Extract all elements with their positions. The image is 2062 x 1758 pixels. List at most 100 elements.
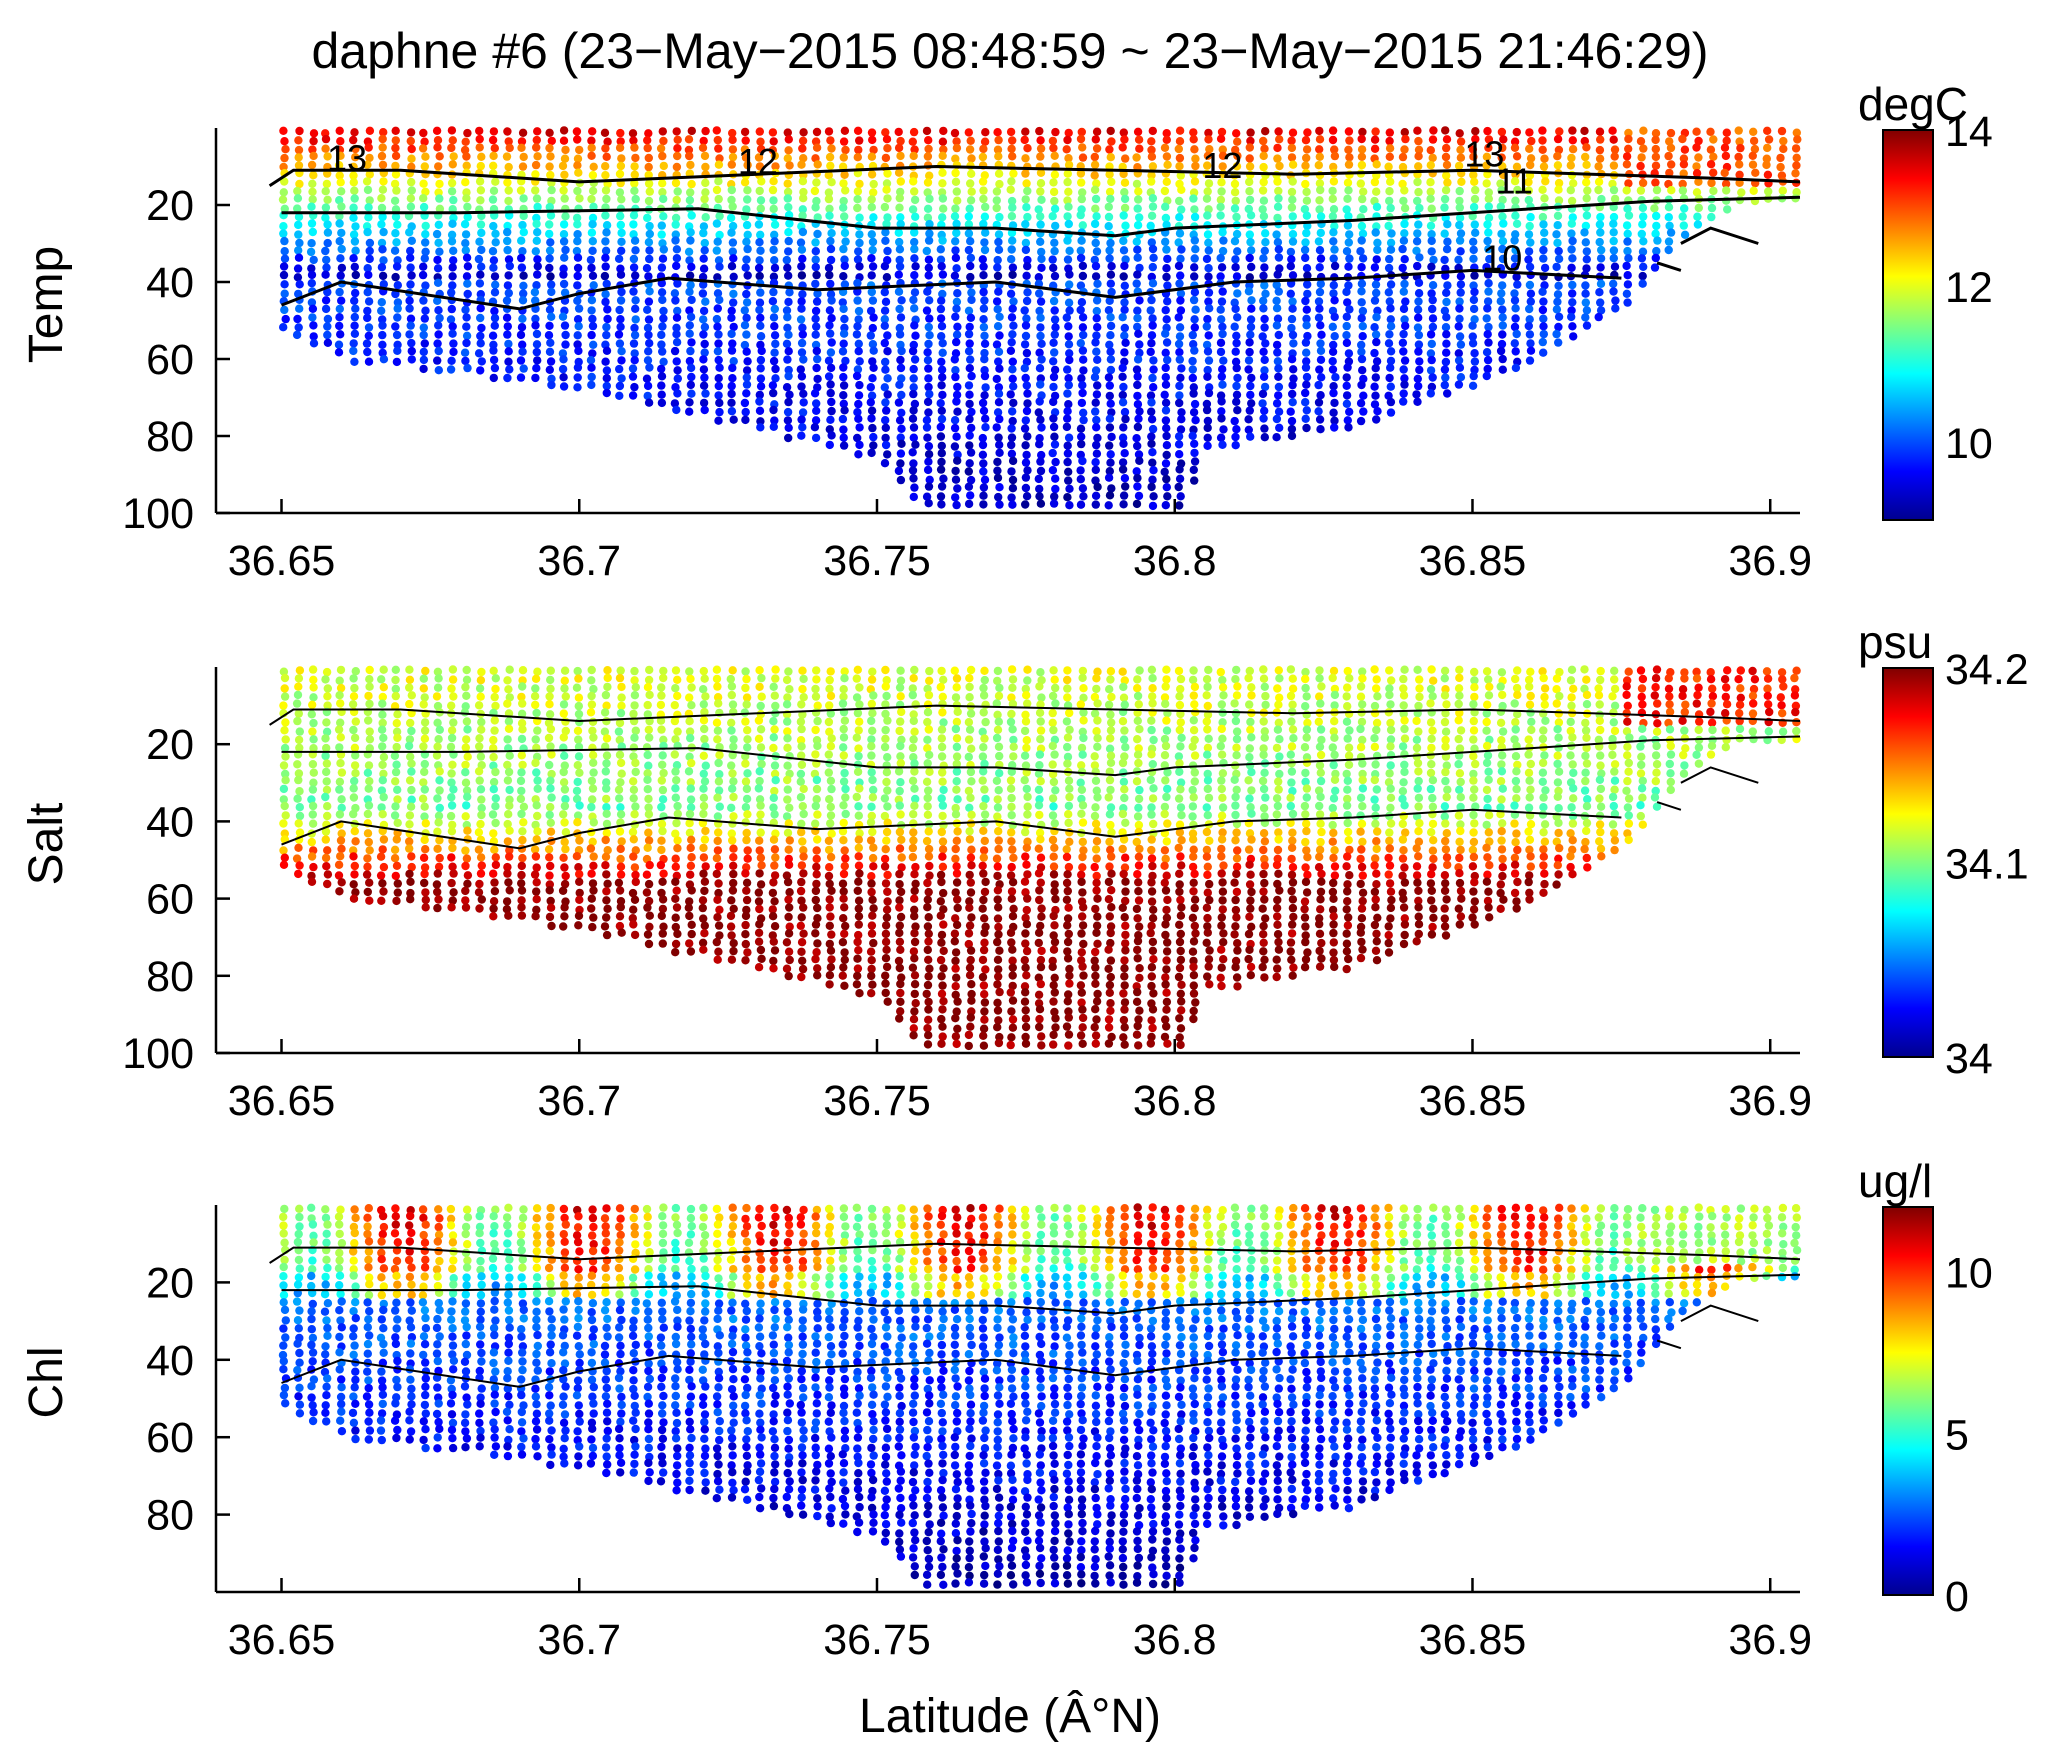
temp-data-point xyxy=(1148,501,1158,511)
temp-data-point xyxy=(964,306,974,315)
temp-data-point xyxy=(1679,221,1689,230)
salt-data-point xyxy=(321,751,330,761)
salt-data-point xyxy=(616,778,625,787)
temp-data-point xyxy=(1428,135,1438,144)
temp-data-point xyxy=(1692,169,1702,178)
temp-data-point xyxy=(953,289,962,298)
temp-data-point xyxy=(449,347,458,357)
temp-data-point xyxy=(504,271,513,280)
temp-data-point xyxy=(1595,145,1605,155)
temp-data-point xyxy=(645,287,654,296)
temp-data-point xyxy=(965,339,974,348)
temp-data-point xyxy=(1343,194,1352,203)
temp-data-point xyxy=(867,230,876,239)
temp-data-point xyxy=(1147,432,1156,441)
temp-data-point xyxy=(1526,289,1536,298)
salt-data-point xyxy=(883,887,892,896)
temp-data-point xyxy=(1484,202,1494,211)
temp-data-point xyxy=(880,288,889,297)
salt-data-point xyxy=(533,726,542,735)
temp-data-point xyxy=(742,330,751,339)
temp-data-point xyxy=(1174,238,1183,247)
temp-data-point xyxy=(1162,450,1171,460)
temp-data-point xyxy=(715,398,724,408)
salt-data-point xyxy=(757,673,766,683)
temp-data-point xyxy=(362,177,372,186)
salt-data-point xyxy=(754,784,763,793)
temp-data-point xyxy=(294,220,303,230)
salt-data-point xyxy=(728,700,738,709)
temp-data-point xyxy=(601,144,610,153)
temp-data-point xyxy=(812,143,822,152)
temp-data-point xyxy=(924,499,933,508)
temp-data-point xyxy=(1468,339,1478,348)
temp-data-point xyxy=(435,152,444,161)
temp-data-point xyxy=(897,374,906,383)
temp-data-point xyxy=(1091,366,1101,375)
salt-data-point xyxy=(433,844,442,853)
temp-data-point xyxy=(1148,314,1157,323)
temp-data-point xyxy=(1106,365,1116,375)
temp-data-point xyxy=(840,323,849,332)
temp-data-point xyxy=(1203,161,1212,170)
salt-data-point xyxy=(614,727,624,736)
salt-data-point xyxy=(575,877,584,886)
temp-data-point xyxy=(575,145,584,155)
salt-data-point xyxy=(434,818,443,827)
temp-data-point xyxy=(1258,205,1267,214)
temp-data-point xyxy=(1498,365,1508,374)
salt-data-point xyxy=(713,846,723,855)
temp-data-point xyxy=(462,313,471,322)
temp-data-point xyxy=(1426,194,1435,203)
temp-data-point xyxy=(1694,203,1704,213)
temp-data-point xyxy=(1709,135,1718,144)
temp-data-point xyxy=(992,203,1001,213)
temp-data-point xyxy=(1652,221,1661,231)
temp-data-point xyxy=(1093,323,1102,332)
salt-data-point xyxy=(490,692,499,702)
salt-data-point xyxy=(532,887,541,896)
salt-data-point xyxy=(365,896,374,905)
salt-data-point xyxy=(771,665,780,674)
temp-data-point xyxy=(1105,423,1115,432)
salt-data-point xyxy=(813,835,822,844)
temp-data-point xyxy=(1314,297,1324,306)
temp-data-point xyxy=(1064,400,1073,409)
temp-data-point xyxy=(701,213,710,222)
salt-data-point xyxy=(559,709,568,718)
temp-data-point xyxy=(1135,340,1144,349)
temp-data-point xyxy=(309,321,318,330)
temp-data-point xyxy=(1582,143,1591,152)
temp-data-point xyxy=(1735,137,1744,146)
salt-data-point xyxy=(741,777,751,786)
temp-data-point xyxy=(1261,238,1270,247)
temp-data-point xyxy=(1399,329,1408,339)
temp-data-point xyxy=(924,374,933,383)
temp-data-point xyxy=(1230,416,1239,426)
salt-data-point xyxy=(644,794,653,804)
salt-data-point xyxy=(600,727,610,736)
temp-data-point xyxy=(1076,305,1085,315)
salt-data-point xyxy=(742,878,752,887)
salt-data-point xyxy=(517,896,526,905)
salt-data-point xyxy=(392,742,401,752)
temp-data-point xyxy=(964,329,974,339)
temp-data-point xyxy=(1793,135,1802,144)
salt-data-point xyxy=(602,759,611,768)
temp-data-point xyxy=(1706,145,1716,154)
temp-data-point xyxy=(1468,381,1478,390)
temp-data-point xyxy=(1498,321,1508,330)
salt-data-point xyxy=(477,667,486,677)
temp-data-point xyxy=(602,366,612,375)
temp-data-point xyxy=(995,483,1004,492)
temp-data-point xyxy=(1316,185,1325,195)
temp-data-point xyxy=(1177,415,1186,424)
temp-data-point xyxy=(1371,127,1380,136)
temp-data-point xyxy=(1440,380,1450,390)
temp-data-point xyxy=(489,151,498,161)
temp-data-point xyxy=(533,262,542,271)
temp-data-point xyxy=(559,382,569,391)
temp-data-point xyxy=(1064,202,1073,211)
temp-data-point xyxy=(1372,160,1381,169)
temp-data-point xyxy=(881,416,890,425)
